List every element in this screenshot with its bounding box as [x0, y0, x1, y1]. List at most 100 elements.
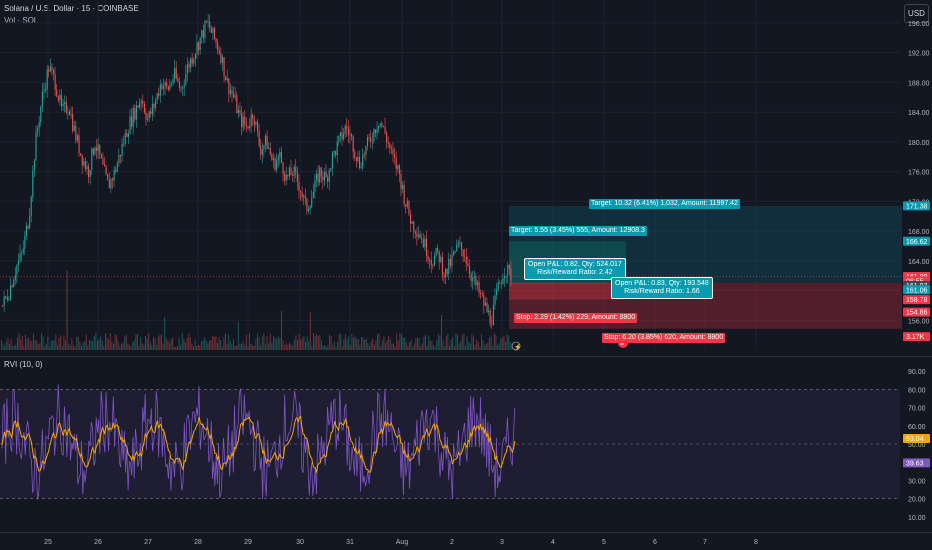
price-tick-label: 164.00	[908, 259, 930, 266]
candle-body	[43, 89, 45, 92]
volume-bar	[159, 334, 161, 350]
volume-bar	[218, 336, 220, 350]
price-tick-label: 168.00	[908, 229, 930, 236]
candle-body	[486, 302, 488, 313]
price-tag-bg	[903, 332, 930, 342]
price-tag: 3.17K	[906, 334, 925, 341]
volume-bar	[482, 340, 484, 350]
candle-body	[139, 102, 141, 108]
candle-body	[357, 156, 359, 161]
volume-bar	[452, 337, 454, 350]
candle-body	[325, 171, 327, 177]
candle-body	[410, 214, 412, 224]
volume-legend[interactable]: Vol · SOL	[4, 16, 39, 25]
candle-body	[374, 129, 377, 134]
candle-body	[73, 125, 75, 131]
time-axis[interactable]: 25 26 27 28 29 30 31 Aug 2 3 4 5 6 7 8	[0, 532, 932, 550]
candle-body	[24, 235, 26, 249]
price-tag-bg	[903, 236, 930, 246]
candle-body	[166, 82, 168, 87]
volume-bar	[85, 334, 87, 350]
candle-body	[76, 135, 79, 141]
candle-body	[108, 180, 110, 189]
candle-body	[467, 263, 469, 267]
candle-body	[333, 151, 335, 153]
volume-bar	[121, 343, 122, 350]
volume-bar	[57, 344, 58, 350]
volume-bar	[148, 333, 150, 350]
candle-body	[392, 149, 394, 155]
candle-body	[425, 238, 428, 257]
volume-bar	[33, 333, 34, 350]
candle-body	[188, 64, 190, 68]
volume-bar	[458, 343, 460, 350]
volume-bar	[61, 345, 63, 350]
volume-bar	[492, 345, 494, 350]
candle-body	[287, 174, 289, 177]
currency-button[interactable]: USD	[904, 4, 929, 23]
volume-bar	[164, 317, 166, 350]
candle-body	[226, 78, 228, 81]
volume-bar	[386, 340, 388, 350]
target-label-a[interactable]: Target: 10.32 (6.41%) 1,032, Amount: 119…	[589, 199, 740, 209]
candle-body	[343, 133, 345, 140]
volume-bar	[325, 346, 327, 350]
volume-bar	[236, 345, 238, 350]
candle-body	[360, 167, 362, 168]
price-tag: 154.86	[906, 310, 928, 317]
volume-bar	[127, 343, 129, 350]
volume-bar	[258, 337, 260, 350]
volume-bar	[250, 343, 252, 350]
volume-bar	[20, 339, 22, 350]
volume-bar	[397, 340, 399, 350]
candle-body	[470, 274, 472, 281]
candle-body	[123, 143, 125, 145]
volume-bar	[244, 345, 246, 350]
volume-bar	[372, 338, 374, 350]
candle-body	[121, 143, 123, 157]
volume-bar	[303, 335, 305, 350]
candle-body	[328, 170, 330, 182]
candle-body	[491, 324, 493, 325]
rvi-title[interactable]: RVI (10, 0)	[4, 360, 43, 369]
volume-bar	[204, 337, 206, 350]
volume-bar	[285, 343, 287, 350]
volume-bar	[122, 342, 124, 350]
candle-body	[213, 27, 216, 39]
price-tag: 166.62	[906, 239, 928, 246]
stop-label-a[interactable]: Stop: 2.29 (1.42%) 229, Amount: 8800	[514, 313, 638, 323]
rvi-chart[interactable]: 90.0080.0070.0060.0050.0040.0030.0020.00…	[0, 356, 932, 532]
volume-bar	[321, 340, 322, 350]
open-pnl-b-qty: Open P&L: 0.83, Qty: 193.548	[615, 280, 709, 287]
candle-body	[268, 148, 270, 149]
candle-body	[99, 144, 101, 155]
volume-bar	[4, 345, 6, 350]
candle-body	[29, 215, 31, 229]
candle-body	[382, 126, 385, 128]
volume-bar	[274, 337, 276, 350]
volume-bar	[377, 333, 378, 350]
volume-bar	[108, 339, 110, 350]
volume-bar	[378, 333, 380, 350]
rvi-signal-tag-bg	[903, 458, 930, 468]
candle-body	[75, 125, 77, 141]
candle-body	[249, 126, 251, 129]
volume-bar	[425, 334, 426, 350]
volume-bar	[273, 336, 274, 350]
candle-body	[389, 143, 391, 149]
candle-body	[284, 174, 286, 181]
candle-body	[465, 256, 467, 264]
target-label-b[interactable]: Target: 5.55 (3.45%) 555, Amount: 12908.…	[509, 226, 647, 236]
volume-bar	[233, 338, 234, 350]
price-tick-label: 192.00	[908, 51, 930, 58]
stop-label-b[interactable]: Stop: 6.20 (3.85%) 620, Amount: 8800	[602, 333, 726, 343]
symbol-title[interactable]: Solana / U.S. Dollar · 15 · COINBASE	[4, 4, 139, 13]
open-pnl-box-b[interactable]: Open P&L: 0.83, Qty: 193.548 Risk/Reward…	[611, 277, 713, 299]
open-pnl-box-a[interactable]: Open P&L: 0.82, Qty: 524.017 Risk/Reward…	[524, 258, 626, 280]
price-chart[interactable]: 196.00192.00188.00184.00180.00176.00172.…	[0, 0, 932, 356]
volume-bar	[317, 335, 319, 350]
volume-bar	[116, 335, 118, 350]
candle-body	[5, 296, 7, 298]
volume-bar	[367, 342, 369, 350]
candle-body	[411, 221, 413, 224]
